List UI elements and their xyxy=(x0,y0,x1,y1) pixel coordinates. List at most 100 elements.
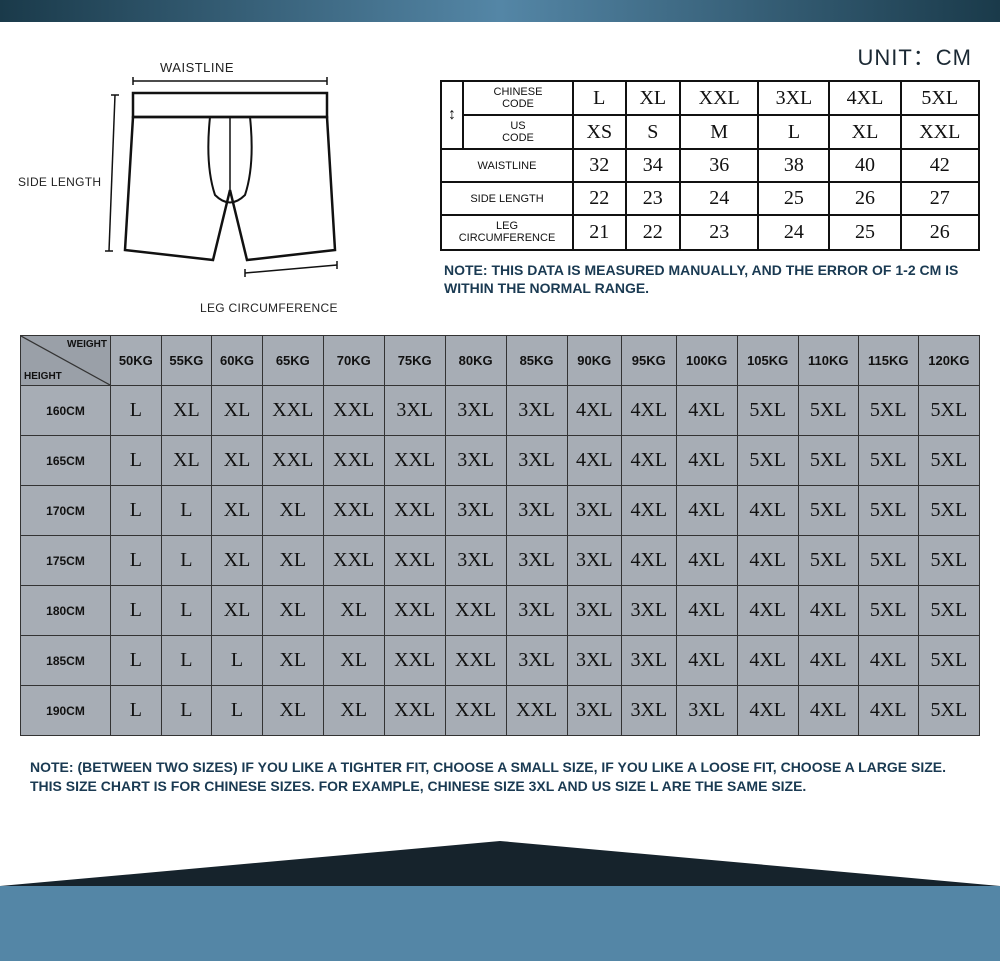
recommendation-cell: XL xyxy=(212,486,263,536)
unit-label: UNIT：CM xyxy=(440,40,980,72)
recommendation-cell: 5XL xyxy=(918,386,979,436)
recommendation-cell: L xyxy=(111,686,162,736)
size-cell: 22 xyxy=(573,182,626,215)
height-header: 165CM xyxy=(21,436,111,486)
recommendation-cell: 3XL xyxy=(506,636,567,686)
recommendation-cell: 3XL xyxy=(567,686,622,736)
recommendation-cell: 5XL xyxy=(858,436,918,486)
size-cell: XL xyxy=(829,115,900,149)
weight-header: 110KG xyxy=(798,336,858,386)
recommendation-cell: XL xyxy=(262,486,323,536)
recommendation-cell: 3XL xyxy=(506,436,567,486)
corner-cell: WEIGHTHEIGHT xyxy=(21,336,111,386)
recommendation-cell: 3XL xyxy=(445,486,506,536)
size-cell: 38 xyxy=(758,149,829,182)
recommendation-cell: L xyxy=(161,486,212,536)
upper-section: WAISTLINE SIDE LENGTH LEG CIRCUMFERENCE xyxy=(20,40,980,310)
recommendation-cell: XXL xyxy=(445,686,506,736)
recommendation-cell: 3XL xyxy=(567,486,622,536)
size-row-label: USCODE xyxy=(463,115,573,149)
recommendation-cell: XXL xyxy=(323,536,384,586)
size-cell: 34 xyxy=(626,149,680,182)
recommendation-cell: XL xyxy=(262,686,323,736)
recommendation-cell: 5XL xyxy=(798,536,858,586)
size-row-label: SIDE LENGTH xyxy=(441,182,573,215)
recommendation-cell: 4XL xyxy=(676,486,737,536)
bottom-decoration xyxy=(0,836,1000,961)
size-cell: 4XL xyxy=(829,81,900,115)
recommendation-cell: 4XL xyxy=(676,436,737,486)
recommendation-cell: XXL xyxy=(384,436,445,486)
weight-header: 50KG xyxy=(111,336,162,386)
recommendation-cell: XXL xyxy=(384,636,445,686)
recommendation-cell: L xyxy=(111,486,162,536)
recommendation-cell: 4XL xyxy=(737,636,798,686)
recommendation-cell: XL xyxy=(262,536,323,586)
height-header: 175CM xyxy=(21,536,111,586)
recommendation-cell: XL xyxy=(212,436,263,486)
recommendation-cell: 4XL xyxy=(737,486,798,536)
height-header: 160CM xyxy=(21,386,111,436)
recommendation-cell: XXL xyxy=(323,386,384,436)
recommendation-cell: 4XL xyxy=(676,536,737,586)
weight-header: 55KG xyxy=(161,336,212,386)
recommendation-cell: 4XL xyxy=(737,536,798,586)
diagram-area: WAISTLINE SIDE LENGTH LEG CIRCUMFERENCE xyxy=(20,40,420,310)
recommendation-cell: L xyxy=(111,586,162,636)
recommendation-cell: 3XL xyxy=(567,536,622,586)
size-row-label: WAISTLINE xyxy=(441,149,573,182)
size-conversion-table: ↕CHINESECODELXLXXL3XL4XL5XLUSCODEXSSMLXL… xyxy=(440,80,980,251)
recommendation-cell: XXL xyxy=(384,686,445,736)
recommendation-cell: XXL xyxy=(384,536,445,586)
size-cell: 24 xyxy=(680,182,758,215)
note-fit: NOTE: (BETWEEN TWO SIZES) IF YOU LIKE A … xyxy=(20,758,980,796)
recommendation-cell: XXL xyxy=(384,486,445,536)
recommendation-cell: 4XL xyxy=(858,636,918,686)
size-cell: 36 xyxy=(680,149,758,182)
recommendation-cell: 3XL xyxy=(445,386,506,436)
recommendation-cell: 5XL xyxy=(918,436,979,486)
recommendation-table-wrap: WEIGHTHEIGHT50KG55KG60KG65KG70KG75KG80KG… xyxy=(20,335,980,736)
recommendation-cell: 4XL xyxy=(622,386,677,436)
size-cell: 21 xyxy=(573,215,626,249)
recommendation-cell: XXL xyxy=(506,686,567,736)
corner-height-label: HEIGHT xyxy=(24,371,62,382)
weight-header: 65KG xyxy=(262,336,323,386)
recommendation-cell: 4XL xyxy=(858,686,918,736)
size-cell: XL xyxy=(626,81,680,115)
height-header: 180CM xyxy=(21,586,111,636)
arrow-cell: ↕ xyxy=(441,81,463,149)
recommendation-cell: 3XL xyxy=(506,536,567,586)
weight-header: 80KG xyxy=(445,336,506,386)
weight-header: 75KG xyxy=(384,336,445,386)
weight-header: 120KG xyxy=(918,336,979,386)
recommendation-cell: XXL xyxy=(384,586,445,636)
recommendation-cell: 3XL xyxy=(622,686,677,736)
recommendation-cell: 5XL xyxy=(918,586,979,636)
recommendation-cell: 5XL xyxy=(798,436,858,486)
recommendation-cell: XL xyxy=(161,386,212,436)
size-table-area: UNIT：CM ↕CHINESECODELXLXXL3XL4XL5XLUSCOD… xyxy=(440,40,980,298)
size-row-label: LEGCIRCUMFERENCE xyxy=(441,215,573,249)
weight-header: 60KG xyxy=(212,336,263,386)
recommendation-cell: 4XL xyxy=(622,536,677,586)
recommendation-cell: 5XL xyxy=(798,386,858,436)
recommendation-cell: 5XL xyxy=(737,436,798,486)
height-header: 185CM xyxy=(21,636,111,686)
recommendation-cell: 5XL xyxy=(918,636,979,686)
recommendation-cell: L xyxy=(212,686,263,736)
weight-header: 115KG xyxy=(858,336,918,386)
size-cell: XXL xyxy=(680,81,758,115)
weight-header: 95KG xyxy=(622,336,677,386)
size-cell: 26 xyxy=(829,182,900,215)
recommendation-cell: XL xyxy=(262,636,323,686)
size-cell: M xyxy=(680,115,758,149)
recommendation-cell: L xyxy=(212,636,263,686)
recommendation-cell: L xyxy=(161,636,212,686)
weight-header: 70KG xyxy=(323,336,384,386)
recommendation-cell: 3XL xyxy=(622,586,677,636)
recommendation-cell: XXL xyxy=(323,486,384,536)
recommendation-cell: 4XL xyxy=(567,436,622,486)
main-content: WAISTLINE SIDE LENGTH LEG CIRCUMFERENCE xyxy=(0,22,1000,806)
recommendation-cell: XL xyxy=(212,386,263,436)
